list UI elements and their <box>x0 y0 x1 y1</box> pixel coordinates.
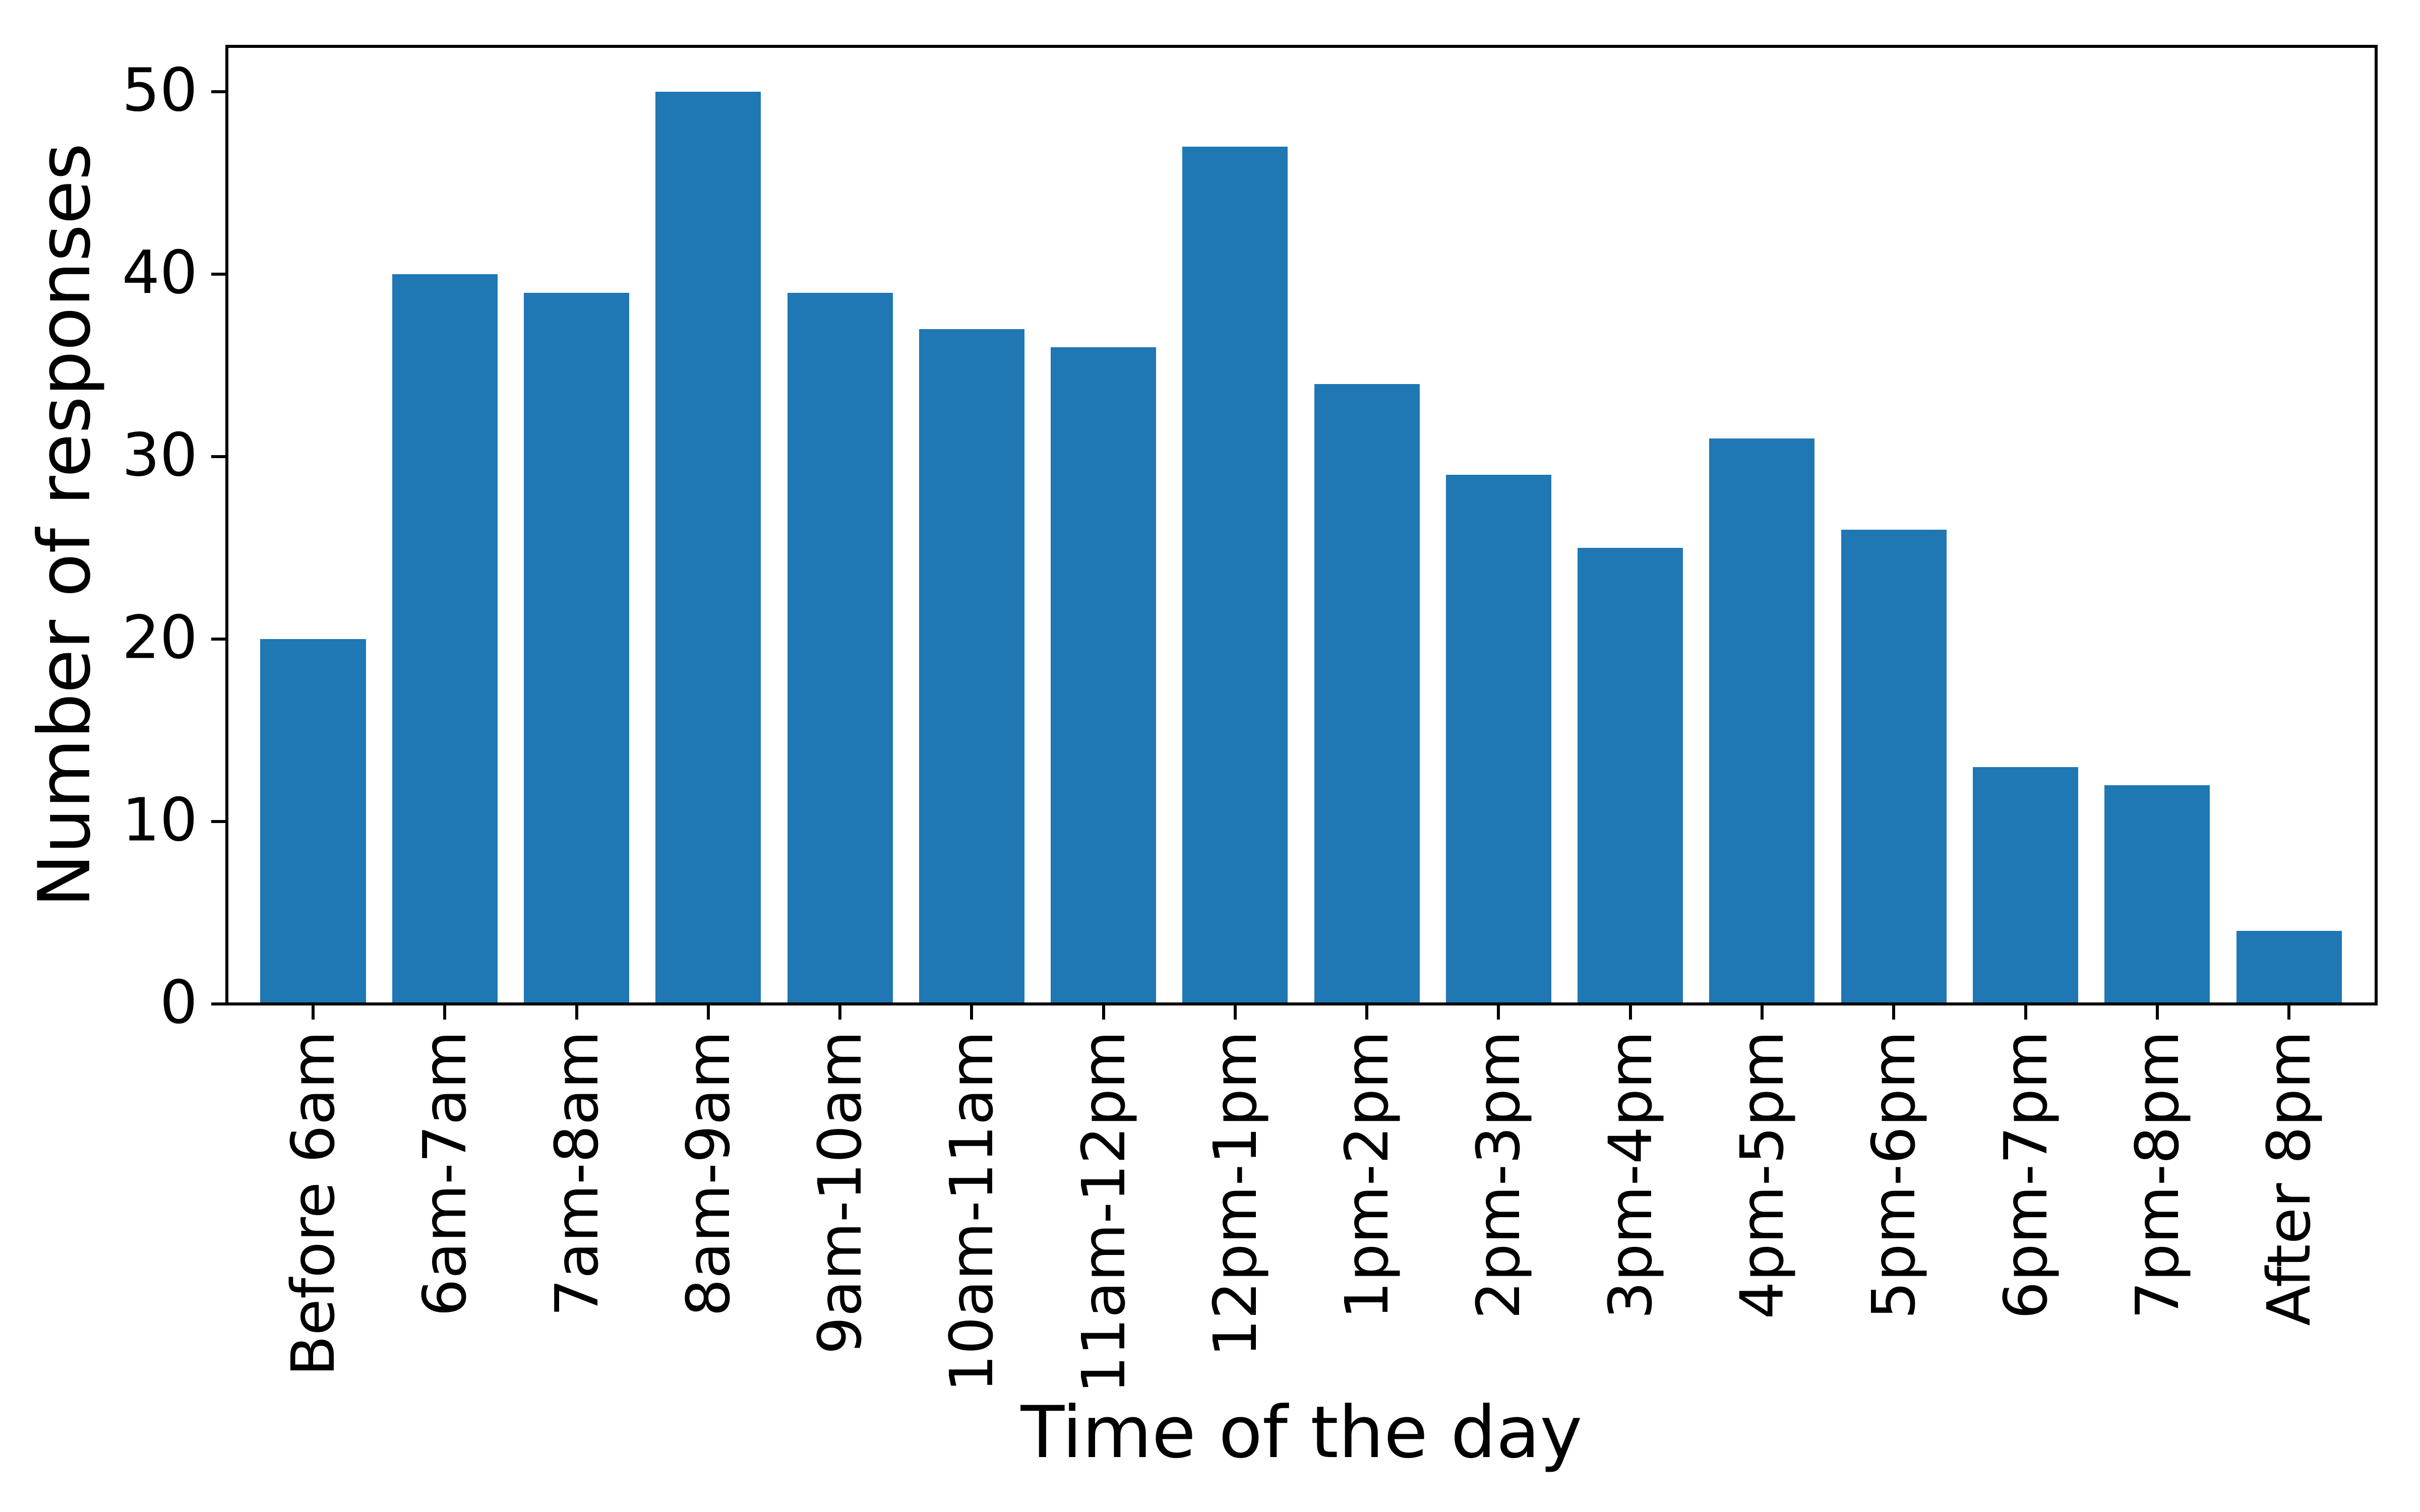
x-tick-label-11am-12pm: 11am-12pm <box>1068 1031 1138 1394</box>
y-tick-mark-20 <box>211 638 227 641</box>
bar-12pm-1pm <box>1182 147 1288 1004</box>
y-tick-mark-10 <box>211 820 227 824</box>
bar-4pm-5pm <box>1709 438 1815 1004</box>
bar-After 8pm <box>2236 931 2342 1004</box>
y-tick-label-0: 0 <box>159 967 198 1037</box>
x-tick-label-8am-9am: 8am-9am <box>673 1031 743 1317</box>
x-axis-title: Time of the day <box>1020 1391 1583 1474</box>
y-tick-mark-50 <box>211 90 227 94</box>
x-tick-label-7am-8am: 7am-8am <box>541 1031 612 1317</box>
bar-1pm-2pm <box>1314 384 1420 1004</box>
x-tick-label-After 8pm: After 8pm <box>2254 1031 2324 1326</box>
x-tick-mark-7am-8am <box>575 1004 578 1020</box>
x-tick-mark-9am-10am <box>838 1004 842 1020</box>
x-tick-label-7pm-8pm: 7pm-8pm <box>2122 1031 2192 1319</box>
y-tick-label-40: 40 <box>122 237 198 307</box>
bar-7am-8am <box>524 292 630 1004</box>
x-tick-mark-After 8pm <box>2287 1004 2291 1020</box>
x-tick-label-2pm-3pm: 2pm-3pm <box>1464 1031 1534 1319</box>
bar-7pm-8pm <box>2104 785 2210 1004</box>
x-tick-label-9am-10am: 9am-10am <box>805 1031 875 1355</box>
x-tick-mark-8am-9am <box>706 1004 710 1020</box>
x-tick-label-1pm-2pm: 1pm-2pm <box>1332 1031 1402 1319</box>
x-tick-mark-2pm-3pm <box>1497 1004 1500 1020</box>
y-axis-title: Number of responses <box>23 143 106 908</box>
y-tick-label-50: 50 <box>122 55 198 125</box>
x-tick-mark-10am-11am <box>970 1004 974 1020</box>
bar-6pm-7pm <box>1973 767 2079 1004</box>
x-tick-label-3pm-4pm: 3pm-4pm <box>1595 1031 1665 1319</box>
bar-Before 6am <box>260 639 366 1004</box>
x-tick-label-10am-11am: 10am-11am <box>937 1031 1007 1393</box>
x-tick-mark-1pm-2pm <box>1365 1004 1369 1020</box>
x-tick-mark-5pm-6pm <box>1892 1004 1896 1020</box>
x-tick-mark-7pm-8pm <box>2155 1004 2159 1020</box>
y-tick-label-20: 20 <box>122 602 198 672</box>
plot-frame <box>225 45 2378 1005</box>
x-tick-label-12pm-1pm: 12pm-1pm <box>1200 1031 1270 1357</box>
y-tick-label-30: 30 <box>122 420 198 490</box>
y-tick-mark-40 <box>211 273 227 276</box>
x-tick-label-Before 6am: Before 6am <box>278 1031 348 1376</box>
bar-10am-11am <box>919 329 1024 1004</box>
bar-8am-9am <box>655 92 761 1004</box>
x-tick-mark-11am-12pm <box>1102 1004 1105 1020</box>
bar-9am-10am <box>787 292 893 1004</box>
x-tick-mark-3pm-4pm <box>1628 1004 1632 1020</box>
bar-6am-7am <box>392 274 498 1004</box>
x-tick-mark-6pm-7pm <box>2024 1004 2027 1020</box>
bar-5pm-6pm <box>1841 530 1947 1004</box>
x-tick-mark-Before 6am <box>312 1004 315 1020</box>
y-tick-mark-0 <box>211 1002 227 1005</box>
x-tick-mark-6am-7am <box>443 1004 447 1020</box>
x-tick-mark-4pm-5pm <box>1760 1004 1764 1020</box>
y-tick-mark-30 <box>211 455 227 459</box>
bar-2pm-3pm <box>1445 475 1551 1004</box>
x-tick-mark-12pm-1pm <box>1233 1004 1237 1020</box>
x-tick-label-5pm-6pm: 5pm-6pm <box>1859 1031 1929 1319</box>
x-tick-label-4pm-5pm: 4pm-5pm <box>1727 1031 1797 1319</box>
bar-3pm-4pm <box>1578 548 1683 1004</box>
y-tick-label-10: 10 <box>122 785 198 855</box>
x-tick-label-6am-7am: 6am-7am <box>410 1031 480 1317</box>
x-tick-label-6pm-7pm: 6pm-7pm <box>1990 1031 2061 1319</box>
bar-11am-12pm <box>1051 347 1157 1004</box>
